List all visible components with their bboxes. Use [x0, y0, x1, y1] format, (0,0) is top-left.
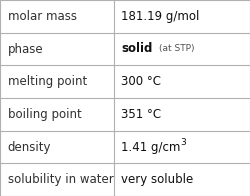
- Text: boiling point: boiling point: [8, 108, 81, 121]
- Text: solid: solid: [121, 43, 152, 55]
- Text: molar mass: molar mass: [8, 10, 76, 23]
- Text: 1.41 g/cm: 1.41 g/cm: [121, 141, 180, 153]
- Text: very soluble: very soluble: [121, 173, 194, 186]
- Text: 3: 3: [180, 138, 186, 147]
- Text: density: density: [8, 141, 51, 153]
- Text: 351 °C: 351 °C: [121, 108, 162, 121]
- Text: phase: phase: [8, 43, 43, 55]
- Text: melting point: melting point: [8, 75, 87, 88]
- Text: (at STP): (at STP): [159, 44, 194, 54]
- Text: 181.19 g/mol: 181.19 g/mol: [121, 10, 200, 23]
- Text: 300 °C: 300 °C: [121, 75, 161, 88]
- Text: solubility in water: solubility in water: [8, 173, 113, 186]
